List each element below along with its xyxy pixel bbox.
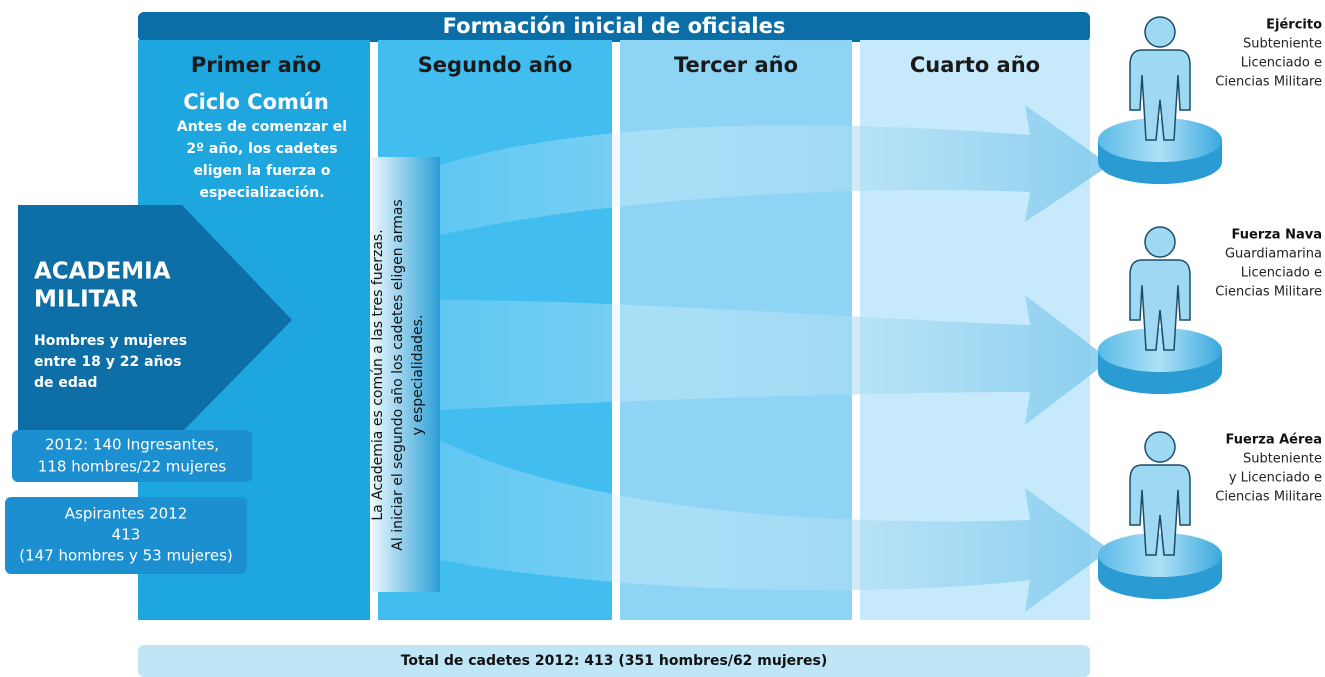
box-text: Aspirantes 2012: [65, 505, 188, 523]
outcome-text: Ciencias Militare: [1215, 490, 1322, 505]
vertical-note: y especialidades.: [410, 315, 426, 436]
outcome-text: Subteniente: [1243, 37, 1322, 52]
cycle-text: Antes de comenzar el: [177, 119, 347, 135]
academy-title: ACADEMIA: [34, 259, 171, 285]
outcome-text: Guardiamarina: [1225, 247, 1322, 262]
outcome-name: Ejército: [1266, 18, 1322, 33]
pedestal-top: [1098, 533, 1222, 577]
title: Formación inicial de oficiales: [443, 14, 786, 38]
box-text: 2012: 140 Ingresantes,: [45, 436, 219, 454]
outcome-text: y Licenciado e: [1229, 471, 1322, 486]
cycle-text: especialización.: [199, 185, 324, 201]
pedestal-top: [1098, 118, 1222, 162]
arrows: [440, 105, 1110, 612]
person-head: [1145, 17, 1175, 47]
outcome-text: Ciencias Militare: [1215, 75, 1322, 90]
person-head: [1145, 227, 1175, 257]
box-text: (147 hombres y 53 mujeres): [19, 547, 232, 565]
diagram: Formación inicial de oficiales Primer añ…: [0, 0, 1325, 677]
vertical-note: Al iniciar el segundo año los cadetes el…: [390, 199, 406, 550]
person-head: [1145, 432, 1175, 462]
cycle-title: Ciclo Común: [183, 90, 329, 114]
academy-title: MILITAR: [34, 287, 138, 313]
box-text: 118 hombres/22 mujeres: [38, 458, 227, 476]
outcome-text: Subteniente: [1243, 452, 1322, 467]
academy-text: de edad: [34, 375, 97, 391]
cycle-text: 2º año, los cadetes: [186, 141, 337, 157]
pedestal-top: [1098, 328, 1222, 372]
box-text: 413: [112, 526, 141, 544]
outcome-name: Fuerza Aérea: [1226, 433, 1322, 448]
column-header: Primer año: [191, 53, 321, 77]
footer: Total de cadetes 2012: 413 (351 hombres/…: [401, 653, 828, 669]
cycle-text: eligen la fuerza o: [193, 163, 330, 179]
outcome-text: Ciencias Militare: [1215, 285, 1322, 300]
column-header: Segundo año: [418, 53, 573, 77]
column-header: Cuarto año: [910, 53, 1040, 77]
academy-text: entre 18 y 22 años: [34, 354, 182, 370]
academy-text: Hombres y mujeres: [34, 333, 187, 349]
outcome-text: Licenciado e: [1241, 266, 1322, 281]
vertical-note: La Academia es común a las tres fuerzas.: [370, 229, 386, 520]
column-header: Tercer año: [674, 53, 798, 77]
outcome-text: Licenciado e: [1241, 56, 1322, 71]
outcome-name: Fuerza Nava: [1232, 228, 1322, 243]
